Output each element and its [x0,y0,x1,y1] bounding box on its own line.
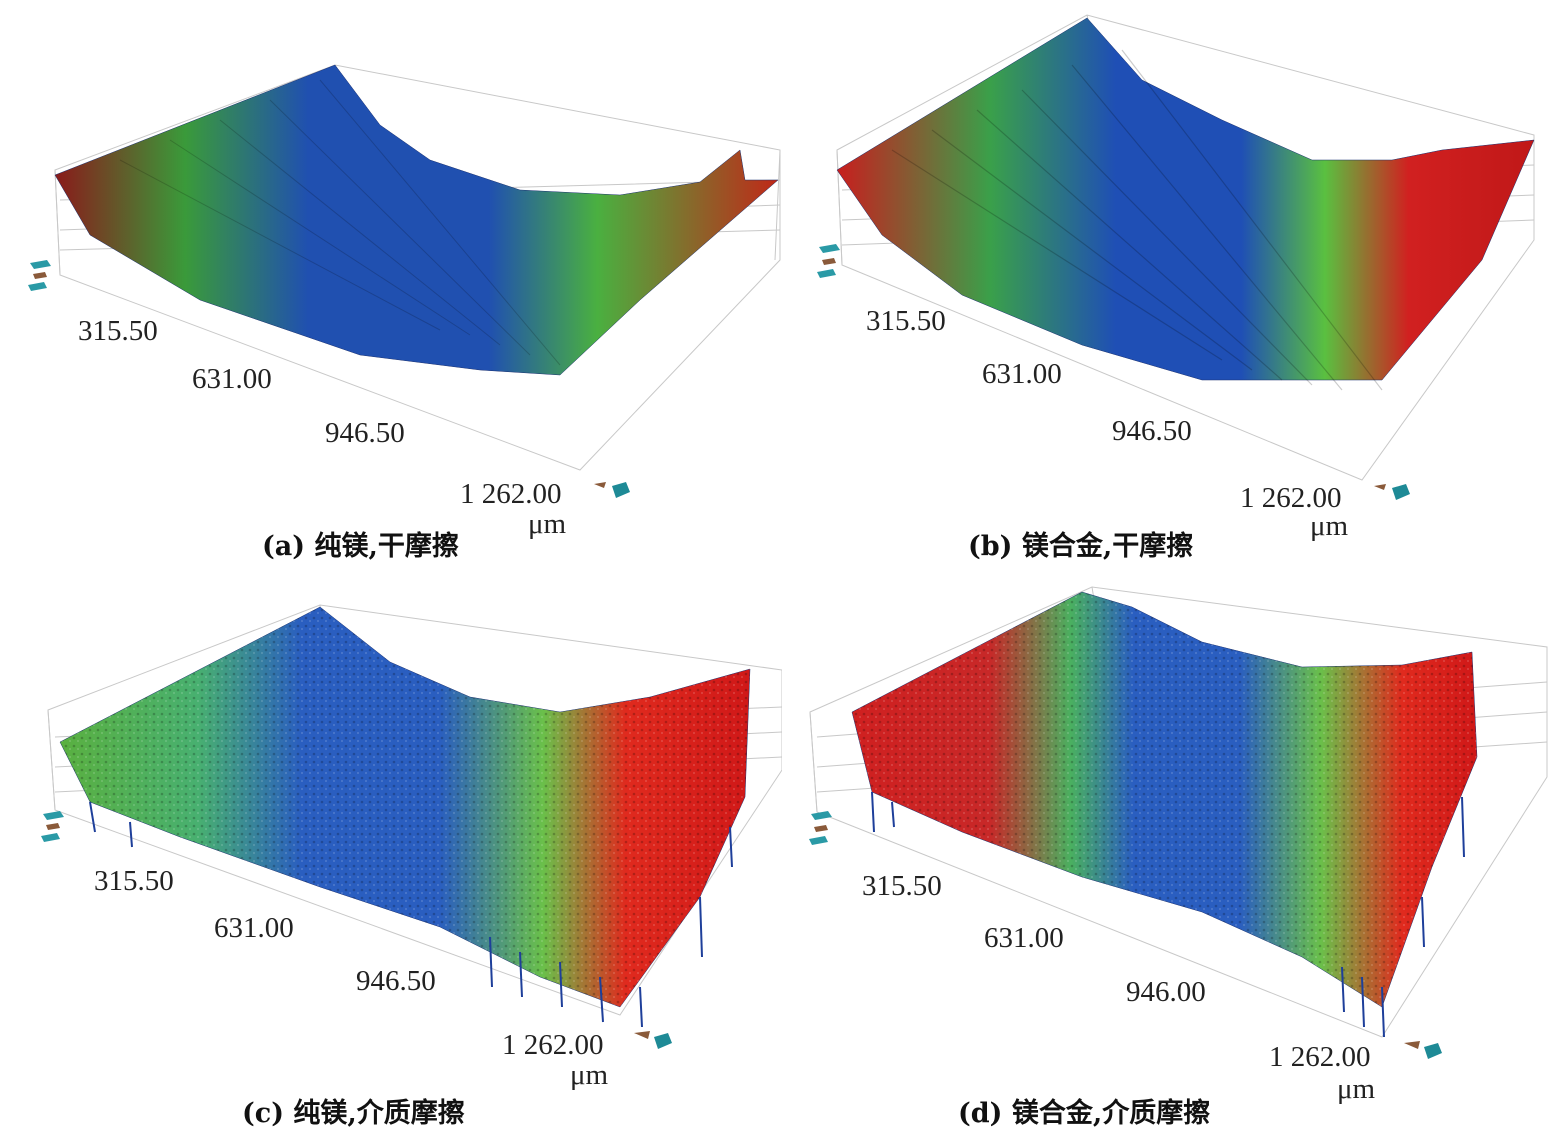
orientation-cube-icon [1404,1041,1442,1059]
panel-caption: (d) 镁合金,介质摩擦 [958,1098,1211,1129]
x-tick-3: 946.50 [325,417,405,449]
orientation-cube-icon [594,482,630,498]
x-tick-3: 946.00 [1126,976,1206,1008]
figure-panel-d: 315.50 631.00 946.00 1 262.00 μm (d) 镁合金… [782,567,1564,1134]
orientation-cube-icon [634,1031,672,1049]
x-tick-2: 631.00 [982,358,1062,390]
orientation-cube-icon [28,260,51,291]
x-tick-3: 946.50 [356,965,436,997]
figure-panel-b: 315.50 631.00 946.50 1 262.00 μm (b) 镁合金… [782,0,1564,567]
unit-label: μm [1337,1073,1376,1105]
x-tick-2: 631.00 [214,912,294,944]
orientation-cube-icon [809,811,832,845]
unit-label: μm [1310,510,1349,542]
x-tick-1: 315.50 [94,865,174,897]
surface-plot-b [836,14,1535,481]
surface-plot-d [809,586,1548,1038]
x-tick-4: 1 262.00 [1269,1041,1371,1073]
orientation-cube-icon [1374,484,1410,500]
figure-panel-c: 315.50 631.00 946.50 1 262.00 μm (c) 纯镁,… [0,567,782,1134]
x-tick-2: 631.00 [192,363,272,395]
x-tick-1: 315.50 [862,870,942,902]
x-tick-4: 1 262.00 [502,1029,604,1061]
orientation-cube-icon [817,244,840,278]
surface-plot-c [47,604,782,1028]
x-tick-3: 946.50 [1112,415,1192,447]
x-tick-2: 631.00 [984,922,1064,954]
figure-panel-a: 315.50 631.00 946.50 1 262.00 μm (a) 纯镁,… [0,0,782,567]
unit-label: μm [570,1059,609,1091]
surface-b [836,17,1535,381]
surface-a [54,64,779,376]
panel-caption: (b) 镁合金,干摩擦 [968,531,1194,562]
surface-plot-a [54,64,781,471]
x-tick-1: 315.50 [78,315,158,347]
x-tick-1: 315.50 [866,305,946,337]
x-tick-4: 1 262.00 [460,478,562,510]
panel-caption: (a) 纯镁,干摩擦 [262,531,459,562]
orientation-cube-icon [41,811,64,842]
unit-label: μm [528,508,567,540]
panel-caption: (c) 纯镁,介质摩擦 [242,1098,465,1129]
x-tick-4: 1 262.00 [1240,482,1342,514]
